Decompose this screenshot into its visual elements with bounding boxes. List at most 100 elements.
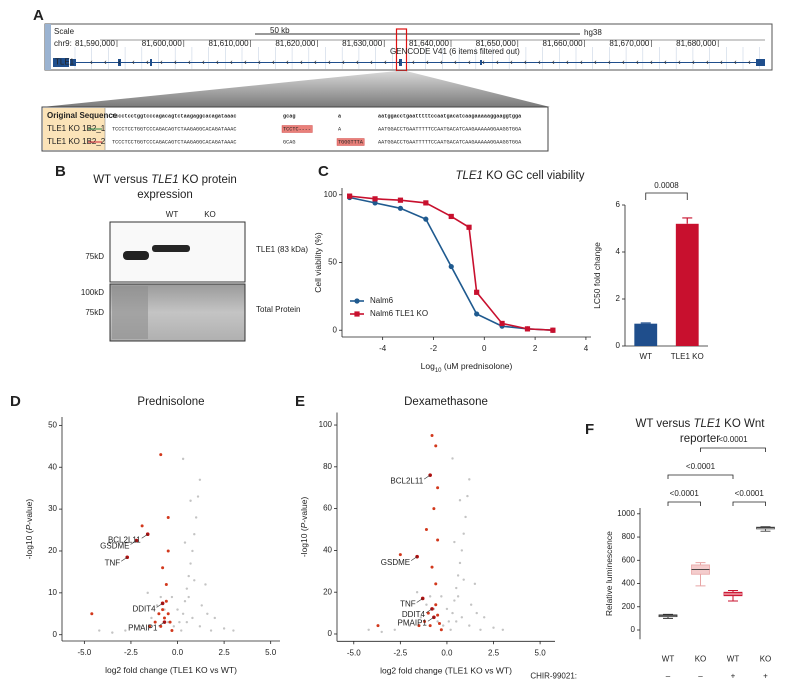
strand-arrow: ‹ [356,58,359,67]
y-tick-label: 0 [53,630,58,639]
x-tick-label: -2 [430,344,438,353]
x-tick-label: 4 [584,344,589,353]
x-tick-label: 5.0 [265,648,277,657]
volcano-point [161,566,165,570]
y-tick-label: 0 [333,325,338,334]
text-part: P [24,524,34,530]
position-label: 81,600,000 [142,39,183,48]
y-tick-label: 60 [323,504,332,513]
volcano-point [469,603,473,606]
volcano-point [425,603,428,606]
volcano-point [166,549,170,553]
strand-arrow: ‹ [314,58,317,67]
volcano-point [393,628,396,632]
strand-arrow: ‹ [90,58,93,67]
gene-label: DDIT4 [132,604,156,613]
data-point [397,197,404,203]
gene-leader [141,533,148,539]
volcano-point [157,612,161,616]
volcano-point [436,538,440,542]
legend-marker [354,311,360,317]
strand-arrow: ‹ [692,58,695,67]
volcano-point [166,612,170,616]
y-tick-label: 200 [622,602,636,611]
sequence: GCAG [283,139,295,145]
significance-bracket [700,447,766,452]
text-part: log2 fold change (TLE1 KO vs WT) [105,665,237,675]
x-tick-label: WT [662,654,675,663]
text-part: Log [421,361,435,371]
gene-label: DDIT4 [402,610,426,619]
y-tick-label: 80 [323,462,332,471]
text-part: reporter [680,433,720,445]
significance-bracket [732,501,766,506]
volcano-point [166,515,170,519]
volcano-point [185,587,189,590]
y-tick-label: 30 [48,504,57,513]
y-tick-label: 100 [324,190,338,199]
y-tick-label: 50 [328,258,337,267]
y-tick-label: 10 [48,588,57,597]
sequence: AATGGACCTGAATTTTTCCAATGACATCAAGAAAAAGGAA… [378,126,522,132]
volcano-point [232,629,235,632]
strand-arrow: ‹ [174,58,177,67]
y-tick-label: 4 [616,247,621,256]
volcano-point [398,553,402,557]
volcano-point [437,622,441,626]
data-point [499,320,505,327]
volcano-point [150,616,153,620]
strand-arrow: ‹ [482,58,485,67]
treatment: + [763,671,768,680]
x-tick-label: -4 [379,344,387,353]
volcano-point [436,620,439,623]
position-label: 81,640,000 [409,39,450,48]
volcano-point [455,586,458,590]
volcano-point [430,433,434,437]
volcano-point [196,495,200,498]
volcano-point [191,616,194,620]
strand-arrow: ‹ [272,58,275,67]
gene-label: TNF [105,558,121,567]
strand-arrow: ‹ [748,58,751,67]
error-bar [640,322,651,324]
strand-arrow: ‹ [146,58,149,67]
marker-label: 75kD [85,308,104,317]
volcano-point [185,620,189,624]
gene-point [428,473,432,477]
volcano-point [164,599,168,603]
chrom: chr9: [54,39,72,48]
text-part: -log10 ( [299,528,309,557]
position-label: 81,680,000 [676,39,717,48]
data-point [372,200,378,206]
ladder-band [123,251,149,260]
gene-point [432,615,436,620]
position-label: 81,660,000 [543,39,584,48]
strand-arrow: ‹ [608,58,611,67]
strand-arrow: ‹ [636,58,639,67]
gene-leader [121,557,128,562]
p-value: <0.0001 [686,462,716,471]
gene-label: PMAIP1 [128,623,158,632]
gene-leader [158,621,165,627]
strand-arrow: ‹ [678,58,681,67]
position-label: 81,650,000 [476,39,517,48]
sequence: TCCCTCCTGGTCCCAGACAGTCTAAGAGGCACAGATAAAC [112,139,237,145]
volcano-point [473,582,477,586]
volcano-point [447,620,450,623]
position-label: 81,610,000 [209,39,250,48]
scale-label: Scale [54,27,75,36]
data-point [466,224,472,230]
edited-highlight [281,125,313,133]
bar [634,323,658,346]
sequence: a [338,113,341,119]
y-tick-label: 2 [616,294,621,303]
data-point [474,289,480,295]
volcano-point [176,608,179,611]
text-part: WT versus [636,418,694,430]
panel-label: D [10,393,21,410]
volcano-point [204,583,207,586]
volcano-point [468,478,471,481]
x-axis-label: Log10 (uM prednisolone) [421,361,513,373]
volcano-point [439,628,443,632]
strand-arrow: ‹ [524,58,527,67]
